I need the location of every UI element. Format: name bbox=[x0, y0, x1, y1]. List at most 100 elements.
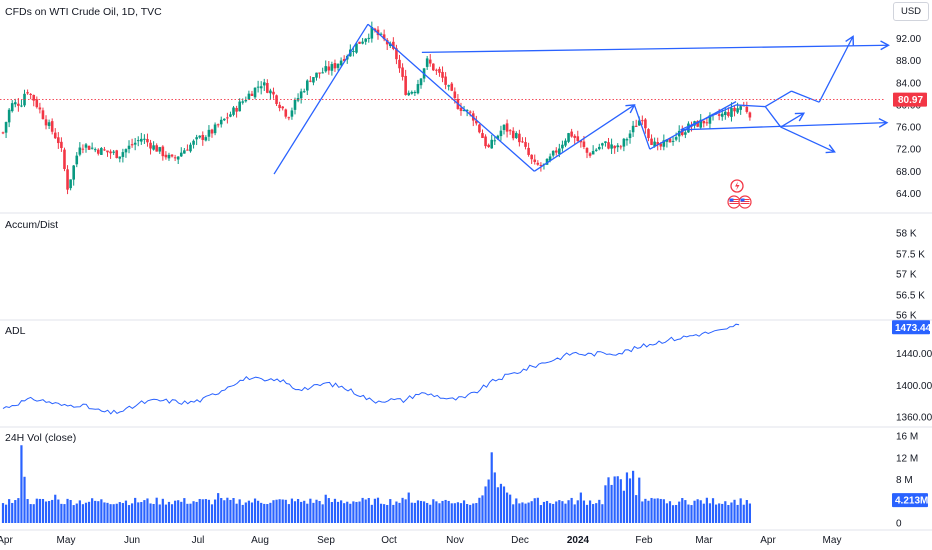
candle bbox=[84, 142, 88, 153]
candle-body bbox=[223, 118, 226, 121]
volume-bar bbox=[124, 500, 128, 523]
candle bbox=[60, 137, 63, 152]
candle bbox=[29, 93, 32, 100]
volume-bar bbox=[75, 503, 78, 523]
arrow-head[interactable] bbox=[845, 35, 855, 46]
candle-body bbox=[195, 137, 198, 140]
candle bbox=[235, 105, 238, 118]
volume-axis[interactable]: 16 M12 M8 M4 M04.213M bbox=[892, 432, 928, 530]
trend-line[interactable] bbox=[680, 104, 737, 131]
candle bbox=[404, 69, 407, 96]
arrow-head[interactable] bbox=[825, 144, 836, 154]
trend-line[interactable] bbox=[818, 36, 854, 103]
candle bbox=[100, 147, 103, 155]
trend-line[interactable] bbox=[533, 104, 635, 172]
volume-bar bbox=[462, 500, 466, 523]
adl-value-badge[interactable] bbox=[892, 320, 930, 335]
accum-dist-axis[interactable]: 58 K 57.5 K 57 K 56.5 K 56 K bbox=[896, 229, 925, 322]
candle-body bbox=[379, 33, 383, 35]
candle-body bbox=[103, 149, 106, 151]
candle bbox=[505, 119, 509, 138]
trend-line[interactable] bbox=[633, 104, 651, 150]
candle bbox=[290, 107, 294, 120]
trend-line[interactable] bbox=[780, 126, 835, 153]
time-axis[interactable]: Apr May Jun Jul Aug Sep Oct Nov Dec 2024 Feb Mar Apr… bbox=[0, 535, 841, 546]
candle bbox=[478, 123, 481, 134]
candle-body bbox=[653, 141, 656, 147]
volume-bar bbox=[509, 494, 512, 523]
trend-line[interactable] bbox=[780, 112, 805, 128]
volume-bar bbox=[109, 504, 112, 523]
volume-bar bbox=[422, 501, 426, 523]
candle bbox=[745, 101, 749, 114]
volume-bar bbox=[32, 504, 35, 523]
arrow-head[interactable] bbox=[625, 104, 636, 114]
candle bbox=[38, 102, 42, 114]
volume-bar bbox=[29, 504, 32, 523]
candle bbox=[601, 142, 604, 150]
trend-drawings[interactable] bbox=[273, 23, 890, 175]
volume-bar bbox=[4, 504, 8, 523]
candle bbox=[284, 108, 288, 119]
volume-bar bbox=[576, 500, 579, 523]
flash-icon[interactable] bbox=[730, 179, 744, 193]
arrow-head[interactable] bbox=[880, 40, 890, 51]
candle bbox=[597, 143, 601, 151]
volume-bar bbox=[705, 497, 708, 523]
candle-body bbox=[641, 120, 644, 122]
trend-line[interactable] bbox=[680, 121, 887, 131]
candle bbox=[573, 134, 577, 144]
volume-bar bbox=[552, 503, 555, 523]
volume-bar bbox=[570, 497, 573, 523]
candle bbox=[733, 105, 736, 117]
trend-line[interactable] bbox=[273, 23, 369, 175]
volume-value-badge[interactable] bbox=[892, 493, 928, 508]
volume-bar bbox=[616, 476, 619, 523]
trend-line[interactable] bbox=[367, 23, 535, 172]
candle bbox=[75, 152, 79, 168]
adl-axis[interactable]: 1440.00 1400.00 1360.00 1473.44 bbox=[892, 320, 932, 424]
candle-body bbox=[183, 150, 186, 154]
candle-body bbox=[419, 78, 423, 86]
volume-bar bbox=[87, 501, 91, 523]
trend-line[interactable] bbox=[736, 104, 766, 108]
candle bbox=[69, 179, 72, 191]
volume-bar bbox=[641, 501, 644, 523]
trend-line[interactable] bbox=[791, 90, 820, 103]
candle-body bbox=[515, 133, 518, 139]
volume-bar bbox=[343, 503, 346, 523]
candle bbox=[115, 149, 119, 159]
candle bbox=[312, 77, 315, 86]
candle-body bbox=[41, 110, 45, 120]
arrow-head[interactable] bbox=[794, 112, 806, 122]
candle-body bbox=[69, 179, 72, 189]
candle-body bbox=[438, 68, 441, 73]
last-price-badge[interactable] bbox=[893, 92, 927, 107]
candle-body bbox=[309, 80, 312, 82]
currency-selector-button[interactable]: USD bbox=[893, 2, 929, 21]
price-axis[interactable]: 92.0088.0084.0080.0076.0072.0068.0064.00… bbox=[0, 34, 927, 200]
time-tick-label: Apr bbox=[760, 535, 776, 546]
volume-bar bbox=[201, 499, 204, 523]
volume-bar bbox=[324, 494, 327, 523]
candle-body bbox=[444, 76, 447, 85]
candle bbox=[564, 138, 567, 148]
trend-line[interactable] bbox=[649, 101, 737, 150]
adl-value-label: 1473.44 bbox=[895, 323, 932, 334]
us-flag-icon[interactable] bbox=[727, 195, 752, 209]
arrow-head[interactable] bbox=[878, 117, 889, 128]
volume-bar bbox=[100, 499, 103, 523]
candle bbox=[309, 76, 312, 83]
candle-body bbox=[210, 129, 214, 134]
candle bbox=[481, 129, 484, 139]
trend-line[interactable] bbox=[764, 90, 792, 108]
trend-line[interactable] bbox=[764, 106, 782, 128]
candle bbox=[398, 54, 401, 73]
volume-bar bbox=[306, 503, 309, 523]
candle-body bbox=[382, 34, 386, 40]
candle-body bbox=[355, 43, 358, 53]
trend-line[interactable] bbox=[421, 44, 889, 54]
candle bbox=[662, 134, 666, 151]
candle bbox=[521, 137, 524, 143]
